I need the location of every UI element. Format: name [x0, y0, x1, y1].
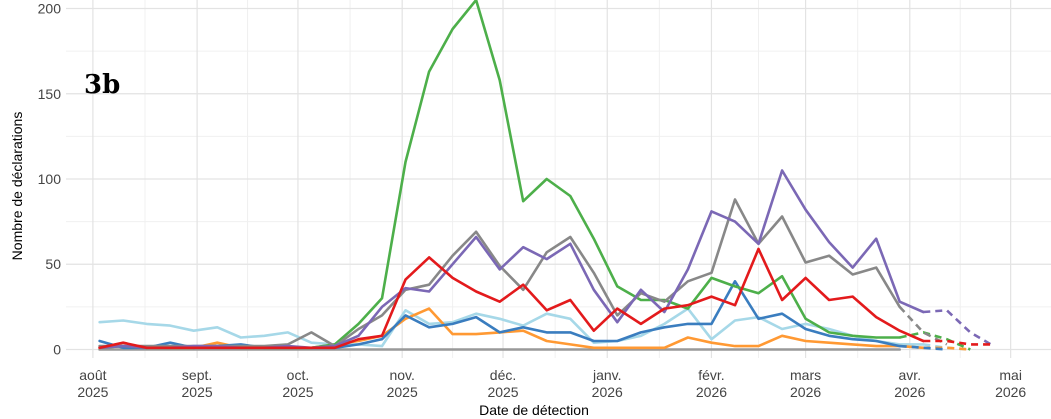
series-line-4-provisional [899, 344, 947, 351]
x-tick-label-month: août [79, 367, 106, 383]
x-axis-ticks: août2025sept.2025oct.2025nov.2025déc.202… [77, 367, 1026, 400]
x-tick-label-year: 2026 [790, 384, 821, 400]
series-lines [98, 0, 995, 351]
series-line-7-provisional [923, 308, 995, 348]
x-tick-label-year: 2025 [182, 384, 213, 400]
y-axis-title: Nombre de déclarations [9, 112, 25, 261]
y-tick-label: 100 [38, 171, 62, 187]
x-tick-label-month: oct. [287, 367, 310, 383]
x-tick-label-month: déc. [490, 367, 516, 383]
y-tick-label: 0 [53, 341, 61, 357]
series-line-1 [98, 307, 925, 348]
y-tick-label: 200 [38, 1, 62, 17]
x-tick-label-month: mars [790, 367, 821, 383]
x-tick-label-year: 2025 [487, 384, 518, 400]
series-line-3 [98, 307, 925, 350]
panel-label: 3b [84, 70, 120, 100]
x-tick-label-month: nov. [389, 367, 414, 383]
x-tick-label-year: 2025 [387, 384, 418, 400]
x-tick-label-year: 2026 [894, 384, 925, 400]
y-tick-label: 150 [38, 86, 62, 102]
x-tick-label-year: 2025 [77, 384, 108, 400]
series-line-3-provisional [923, 346, 971, 351]
series-line-8 [98, 247, 925, 350]
x-tick-label-month: avr. [899, 367, 922, 383]
x-tick-label-year: 2026 [995, 384, 1026, 400]
x-tick-label-year: 2025 [282, 384, 313, 400]
x-tick-label-month: févr. [698, 367, 724, 383]
x-tick-label-month: sept. [182, 367, 212, 383]
x-tick-label-year: 2026 [592, 384, 623, 400]
x-tick-label-month: janv. [592, 367, 622, 383]
x-tick-label-year: 2026 [696, 384, 727, 400]
y-tick-label: 50 [45, 256, 61, 272]
x-tick-label-month: mai [999, 367, 1022, 383]
y-axis-ticks: 0 50 100 150 200 [38, 1, 62, 358]
x-axis-title: Date de détection [479, 402, 589, 418]
